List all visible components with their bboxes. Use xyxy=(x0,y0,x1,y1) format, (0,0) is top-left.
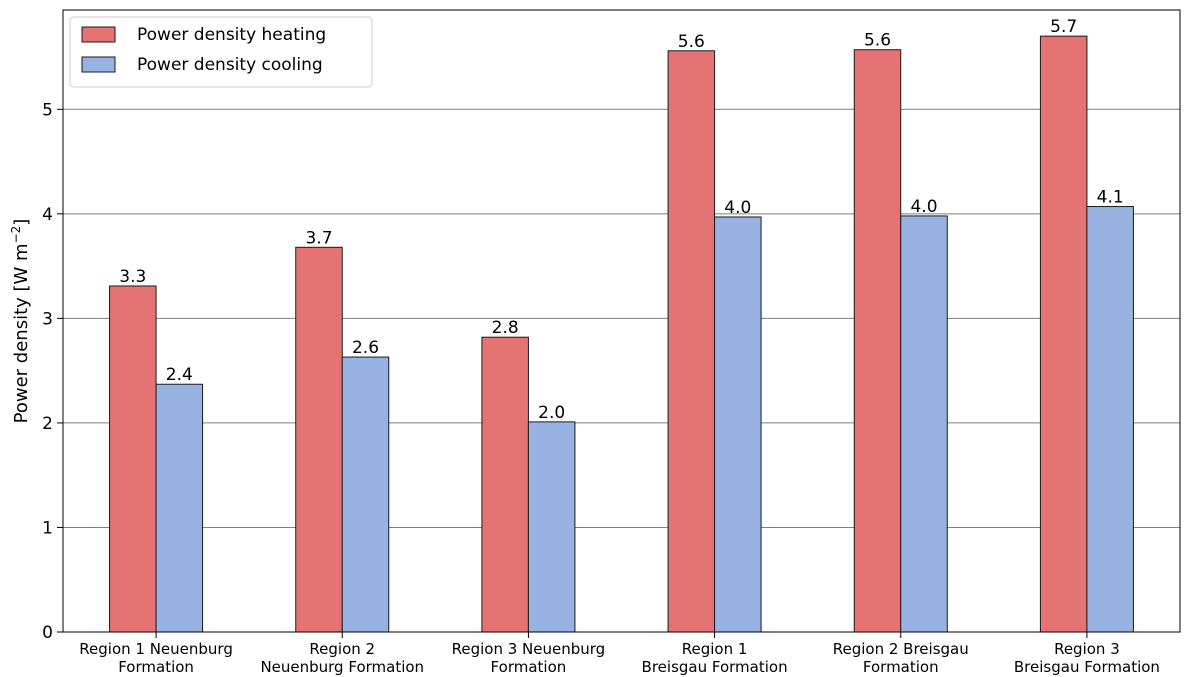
legend: Power density heating Power density cooli… xyxy=(69,16,373,88)
legend-label: Power density cooling xyxy=(137,55,323,75)
x-axis-ticks: Region 1 Neuenburg Formation Region 2 Neuen… xyxy=(79,632,1160,676)
bar-heating xyxy=(109,285,157,633)
bar-value-label: 5.6 xyxy=(678,32,705,52)
legend-swatch xyxy=(81,56,116,73)
bar-cooling xyxy=(527,421,576,633)
bar-heating xyxy=(1039,35,1088,633)
bar-value-label: 5.7 xyxy=(1050,17,1077,37)
bar-cooling xyxy=(341,356,390,633)
y-tick-label: 2 xyxy=(42,414,53,434)
y-axis-ticks: 0 1 2 3 4 5 xyxy=(42,100,63,643)
bars xyxy=(109,35,1134,633)
y-tick-label: 3 xyxy=(42,309,53,329)
legend-label: Power density heating xyxy=(137,25,326,45)
bar-value-label: 4.0 xyxy=(724,198,751,218)
y-tick-label: 4 xyxy=(42,205,53,225)
x-tick-label: Region 1 Neuenburg Formation xyxy=(79,640,233,676)
bar-heating xyxy=(295,246,343,633)
bar-value-label: 2.0 xyxy=(538,403,565,423)
x-tick-label: Region 3 Breisgau Formation xyxy=(1014,640,1160,676)
bar-heating xyxy=(853,49,902,633)
y-tick-label: 0 xyxy=(42,623,53,643)
x-tick-label: Region 1 Breisgau Formation xyxy=(642,640,788,676)
legend-swatch xyxy=(81,26,116,43)
bar-cooling xyxy=(714,216,762,633)
bar-cooling xyxy=(900,215,948,633)
bar-value-labels: 3.3 2.4 3.7 2.6 2.8 2.0 5.6 4.0 5.6 4.0 5.7 4.1 xyxy=(119,17,1123,423)
x-tick-label: Region 2 Neuenburg Formation xyxy=(260,640,424,676)
y-axis-label: Power density [W m−2] xyxy=(9,219,32,424)
x-tick-label: Region 2 Breisgau Formation xyxy=(833,640,969,676)
bar-value-label: 4.1 xyxy=(1097,188,1124,208)
plot-frame xyxy=(62,9,1181,633)
y-tick-label: 5 xyxy=(42,100,53,120)
bar-cooling xyxy=(1086,206,1134,633)
bar-value-label: 3.3 xyxy=(119,267,146,287)
bar-value-label: 2.4 xyxy=(166,365,193,385)
y-tick-label: 1 xyxy=(42,518,53,538)
bar-heating xyxy=(667,50,716,633)
bar-value-label: 4.0 xyxy=(910,197,937,217)
x-tick-label: Region 3 Neuenburg Formation xyxy=(452,640,606,676)
bar-cooling xyxy=(155,383,204,633)
bar-value-label: 2.6 xyxy=(352,338,379,358)
bar-heating xyxy=(481,336,529,633)
legend-box xyxy=(69,16,373,88)
bar-value-label: 2.8 xyxy=(492,318,519,338)
gridlines xyxy=(63,108,1180,633)
bar-value-label: 5.6 xyxy=(864,31,891,51)
bar-value-label: 3.7 xyxy=(305,228,332,248)
